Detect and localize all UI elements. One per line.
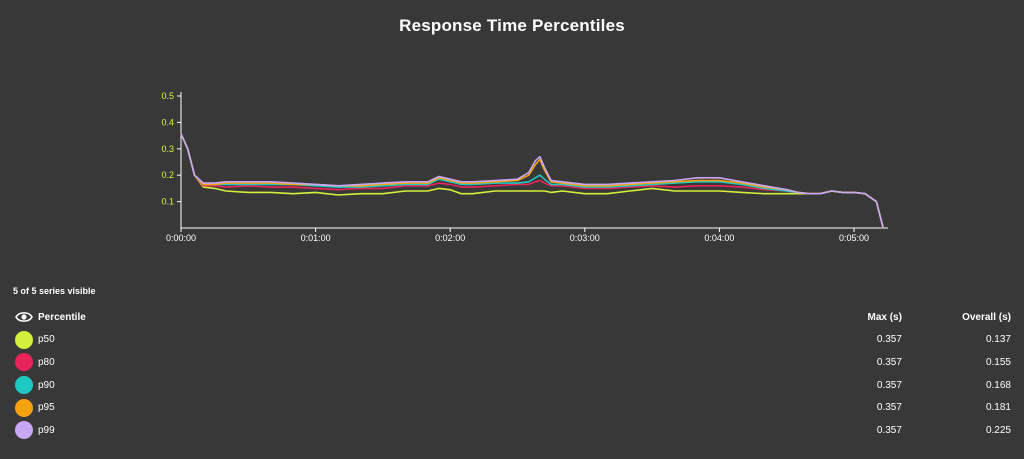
overall-value: 0.181	[985, 402, 1011, 414]
legend-name-cell: p80	[0, 351, 707, 374]
series-name: p90	[38, 379, 55, 391]
legend-row-p95[interactable]: p95 0.357 0.181	[0, 396, 1024, 419]
percentile-header[interactable]: Percentile	[0, 306, 707, 329]
legend-row-p90[interactable]: p90 0.357 0.168	[0, 374, 1024, 397]
max-value: 0.357	[876, 356, 902, 368]
max-header[interactable]: Max (s)	[867, 311, 902, 323]
max-value: 0.357	[876, 424, 902, 436]
x-tick-label: 0:02:00	[435, 233, 465, 243]
series-line-p99	[180, 133, 884, 229]
legend-table: Percentile Max (s) Overall (s) p50 0.357 0…	[0, 306, 1024, 442]
series-name: p50	[38, 334, 55, 346]
x-axis: 0:00:00 0:01:00 0:02:00 0:03:00 0:04:00 0:05:…	[166, 227, 888, 243]
legend-name-cell: p95	[0, 396, 707, 419]
series-color-swatch[interactable]	[15, 353, 33, 372]
y-tick-label: 0.5	[161, 91, 174, 101]
series-line-p90	[180, 133, 884, 229]
legend-header-row: Percentile Max (s) Overall (s)	[0, 306, 1024, 329]
legend-row-p99[interactable]: p99 0.357 0.225	[0, 419, 1024, 442]
y-tick-label: 0.2	[161, 170, 174, 180]
legend-row-p80[interactable]: p80 0.357 0.155	[0, 351, 1024, 374]
y-tick-label: 0.3	[161, 144, 174, 154]
overall-value: 0.225	[985, 424, 1011, 436]
x-tick-label: 0:03:00	[570, 233, 600, 243]
series-color-swatch[interactable]	[15, 330, 33, 349]
legend-name-cell: p99	[0, 419, 707, 442]
x-tick-label: 0:05:00	[839, 233, 869, 243]
max-value: 0.357	[876, 402, 902, 414]
series-line-p95	[180, 133, 884, 229]
y-tick-label: 0.1	[161, 197, 174, 207]
x-tick-label: 0:04:00	[704, 233, 734, 243]
legend-name-cell: p50	[0, 329, 707, 352]
x-tick-label: 0:00:00	[166, 233, 196, 243]
overall-value: 0.168	[985, 379, 1011, 391]
legend-name-cell: p90	[0, 374, 707, 397]
series-line-p50	[180, 133, 884, 229]
overall-header[interactable]: Overall (s)	[962, 311, 1011, 323]
series-visible-count: 5 of 5 series visible	[13, 286, 96, 296]
chart-title: Response Time Percentiles	[399, 16, 625, 35]
series-color-swatch[interactable]	[15, 421, 33, 440]
overall-value: 0.155	[985, 356, 1011, 368]
overall-value: 0.137	[985, 334, 1011, 346]
series-line-p80	[180, 133, 884, 229]
series-name: p99	[38, 424, 55, 436]
eye-icon[interactable]	[15, 311, 33, 323]
series-color-swatch[interactable]	[15, 376, 33, 395]
series-name: p80	[38, 356, 55, 368]
series-name: p95	[38, 402, 55, 414]
response-time-chart: 0.10.20.30.40.5 0:00:00 0:01:00 0:02:00 0:0…	[161, 91, 888, 243]
series-lines	[180, 133, 884, 229]
y-tick-label: 0.4	[161, 117, 174, 127]
max-value: 0.357	[876, 379, 902, 391]
y-axis: 0.1 0.2 0.3 0.4 0.5	[161, 91, 182, 228]
percentile-header-label: Percentile	[38, 311, 86, 323]
legend-row-p50[interactable]: p50 0.357 0.137	[0, 329, 1024, 352]
x-tick-label: 0:01:00	[301, 233, 331, 243]
series-color-swatch[interactable]	[15, 398, 33, 417]
max-value: 0.357	[876, 334, 902, 346]
